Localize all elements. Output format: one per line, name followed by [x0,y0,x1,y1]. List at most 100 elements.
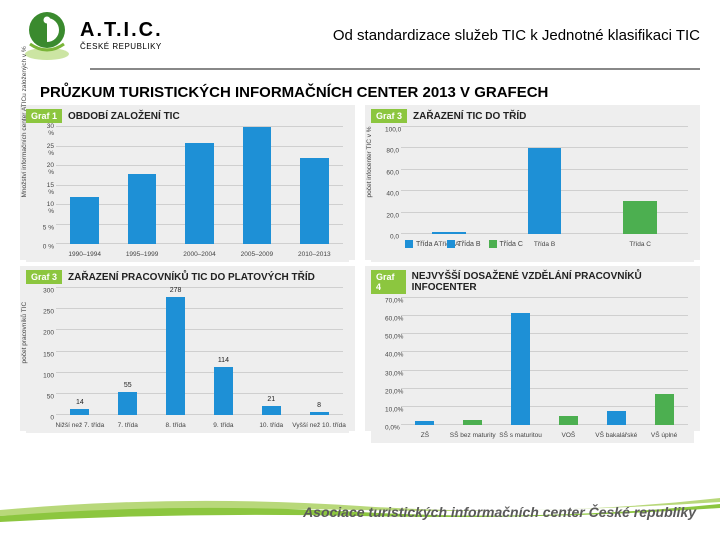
legend: Třída A Třída B Třída C [405,240,523,248]
y-tick: 250 [40,309,54,316]
y-tick: 60,0 [385,169,399,176]
chart-badge: Graf 3 [26,270,62,284]
bar [432,232,465,234]
y-tick: 25 % [40,143,54,157]
y-tick: 0 % [40,244,54,251]
x-tick: 1995–1999 [126,251,159,258]
chart-panel-1: Graf 1OBDOBÍ ZALOŽENÍ TICMnožství inform… [20,105,355,260]
chart-title: ZAŘAZENÍ TIC DO TŘÍD [413,111,526,122]
logo: A.T.I.C. ČESKÉ REPUBLIKY [20,8,163,62]
y-axis-label: Množství informačních center ATICu založ… [21,46,28,197]
x-tick: Nižší než 7. třída [56,422,105,429]
bar-value-label: 114 [214,357,233,364]
logo-mark-icon [20,8,74,62]
y-tick: 70,0% [385,298,399,305]
x-tick: 8. třída [165,422,185,429]
y-tick: 30,0% [385,370,399,377]
chart-panel-4: Graf 4 NEJVYŠŠÍ DOSAŽENÉ VZDĚLÁNÍ PRACOVN… [365,266,700,431]
chart-title: ZAŘAZENÍ PRACOVNÍKŮ TIC DO PLATOVÝCH TŘÍ… [68,272,315,283]
header: A.T.I.C. ČESKÉ REPUBLIKY Od standardizac… [0,0,720,66]
y-tick: 0 [40,415,54,422]
y-tick: 100 [40,372,54,379]
y-tick: 10 % [40,201,54,215]
y-tick: 20 % [40,162,54,176]
chart-title: OBDOBÍ ZALOŽENÍ TIC [68,111,180,122]
chart-badge: Graf 3 [371,109,407,123]
bar [243,127,272,244]
x-tick: Vyšší než 10. třída [292,422,346,429]
legend-label: Třída A [416,241,439,248]
legend-label: Třída C [500,241,523,248]
x-tick: 9. třída [213,422,233,429]
legend-label: Třída B [458,241,481,248]
y-tick: 50,0% [385,334,399,341]
y-tick: 10,0% [385,406,399,413]
x-tick: VŠ bakalářské [595,432,637,439]
y-axis-label: počet infocenter TIC v % [366,126,373,197]
chart-panel-2: Graf 3 ZAŘAZENÍ TIC DO TŘÍD počet infocent… [365,105,700,260]
y-tick: 0,0 [385,234,399,241]
bar-value-label: 8 [310,402,329,409]
bar-value-label: 14 [70,399,89,406]
x-tick: SŠ bez maturity [450,432,496,439]
x-tick: VŠ úplné [651,432,677,439]
logo-subtitle: ČESKÉ REPUBLIKY [80,42,163,51]
chart-panel-3: Graf 3 ZAŘAZENÍ PRACOVNÍKŮ TIC DO PLATOVÝ… [20,266,355,431]
y-tick: 100,0 [385,127,399,134]
bar [511,313,530,425]
y-tick: 60,0% [385,316,399,323]
y-tick: 15 % [40,182,54,196]
x-tick: 2005–2009 [241,251,274,258]
bar [185,143,214,244]
logo-text: A.T.I.C. ČESKÉ REPUBLIKY [80,19,163,51]
charts-grid: Graf 1OBDOBÍ ZALOŽENÍ TICMnožství inform… [0,105,720,431]
footer: Asociace turistických informačních cente… [0,492,720,540]
y-tick: 80,0 [385,148,399,155]
section-title: PRŮZKUM TURISTICKÝCH INFORMAČNÍCH CENTER… [0,70,720,105]
x-tick: 1990–1994 [68,251,101,258]
x-tick: ZŠ [421,432,429,439]
y-tick: 5 % [40,224,54,231]
footer-text: Asociace turistických informačních cente… [303,504,696,520]
bar [70,197,99,244]
bar [528,148,561,234]
logo-letters: A.T.I.C. [80,19,163,42]
bar [128,174,157,244]
bar [300,158,329,244]
x-tick: VOŠ [562,432,576,439]
y-tick: 30 % [40,123,54,137]
bar [607,411,626,426]
bar: 278 [166,297,185,415]
y-tick: 20,0% [385,388,399,395]
y-tick: 0,0% [385,425,399,432]
x-tick: 2010–2013 [298,251,331,258]
bar: 14 [70,409,89,415]
y-tick: 200 [40,330,54,337]
y-tick: 20,0 [385,212,399,219]
y-tick: 40,0% [385,352,399,359]
bar: 114 [214,367,233,415]
x-tick: 10. třída [259,422,283,429]
x-tick: 2000–2004 [183,251,216,258]
x-tick: 7. třída [118,422,138,429]
y-tick: 150 [40,351,54,358]
chart-title: NEJVYŠŠÍ DOSAŽENÉ VZDĚLÁNÍ PRACOVNÍKŮ IN… [412,271,694,293]
page-title: Od standardizace služeb TIC k Jednotné k… [333,27,700,44]
bar [463,420,482,425]
bar-value-label: 55 [118,382,137,389]
y-axis-label: počet pracovníků TIC [21,301,28,363]
y-tick: 300 [40,288,54,295]
bar-value-label: 278 [166,287,185,294]
bar [655,394,674,425]
bar: 55 [118,392,137,415]
bar [415,421,434,425]
bar-value-label: 21 [262,396,281,403]
x-tick: Třída C [629,241,651,248]
bar [559,416,578,425]
x-tick: SŠ s maturitou [499,432,542,439]
chart-badge: Graf 4 [371,270,406,294]
bar: 21 [262,406,281,415]
y-tick: 50 [40,393,54,400]
x-tick: Třída B [534,241,555,248]
chart-badge: Graf 1 [26,109,62,123]
